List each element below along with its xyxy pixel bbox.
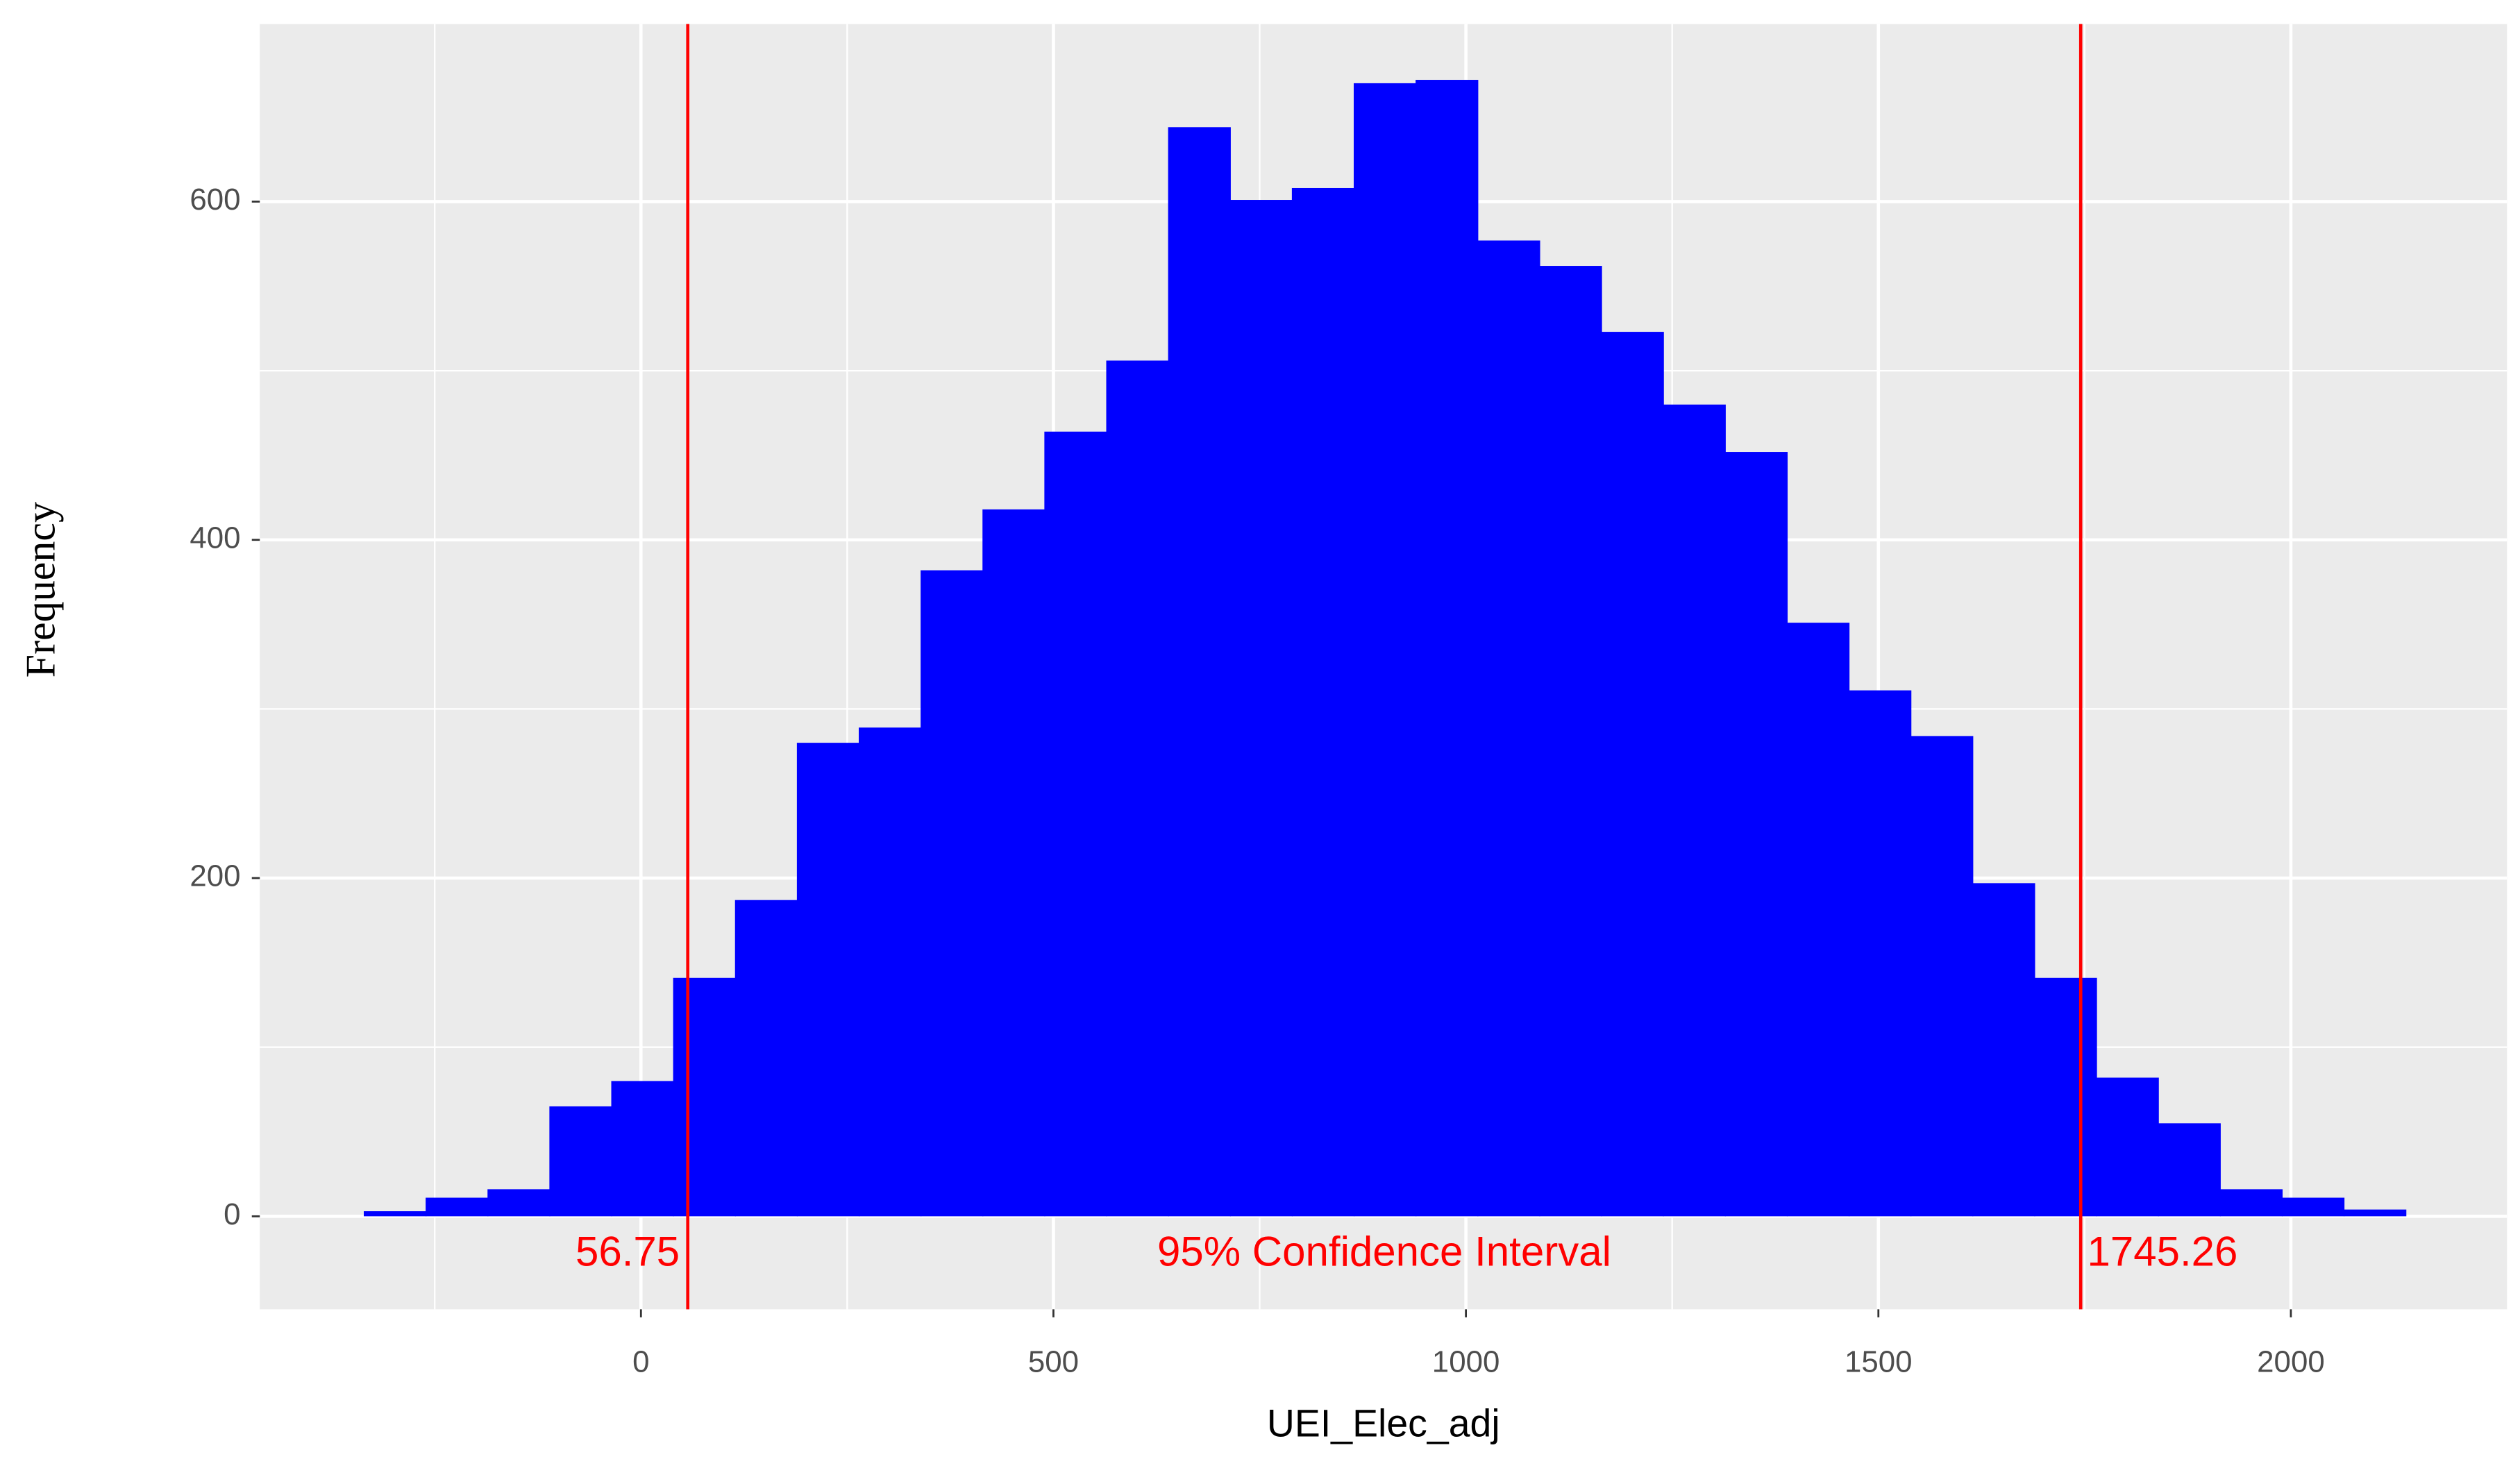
bar: [1168, 127, 1231, 1217]
bar: [859, 727, 922, 1217]
bar: [1229, 200, 1293, 1217]
bar: [2281, 1197, 2345, 1217]
bar: [2034, 977, 2097, 1217]
bar: [1849, 690, 1912, 1217]
bar: [1786, 623, 1850, 1217]
bar: [1106, 360, 1169, 1217]
bar: [1539, 266, 1602, 1217]
x-tick-label: 0: [632, 1344, 649, 1378]
bar: [1910, 736, 1974, 1217]
bar: [2343, 1209, 2407, 1217]
x-tick-label: 500: [1028, 1344, 1079, 1378]
y-axis-title: Frequency: [18, 502, 64, 677]
y-tick-label: 400: [190, 521, 240, 555]
bar: [1477, 240, 1540, 1217]
overlay: 56.75 1745.26 95% Confidence Interval: [576, 24, 2237, 1310]
bar: [673, 977, 736, 1217]
bar: [549, 1106, 612, 1217]
bar: [921, 570, 984, 1217]
bar: [611, 1081, 674, 1217]
bar: [734, 900, 798, 1217]
bars: [364, 80, 2407, 1217]
y-tick-label: 600: [190, 183, 240, 217]
bar: [426, 1197, 489, 1217]
bar: [982, 509, 1045, 1217]
bar: [1044, 431, 1107, 1217]
bar: [487, 1189, 551, 1217]
bar: [1354, 83, 1417, 1217]
x-axis-title: UEI_Elec_adj: [1267, 1402, 1500, 1445]
y-tick-label: 0: [224, 1197, 240, 1231]
x-tick-label: 2000: [2257, 1344, 2325, 1378]
bar: [796, 743, 860, 1217]
bar: [1291, 187, 1355, 1217]
bar: [2096, 1077, 2159, 1217]
confidence-label: 56.75: [576, 1229, 680, 1275]
annotation: 95% Confidence Interval: [1157, 1229, 1611, 1275]
x-tick-label: 1500: [1845, 1344, 1913, 1378]
bar: [1972, 883, 2035, 1217]
bar: [2219, 1189, 2283, 1217]
bar: [1724, 452, 1788, 1217]
bar: [364, 1211, 427, 1217]
bar: [1663, 404, 1726, 1217]
confidence-label: 1745.26: [2087, 1229, 2237, 1275]
bar: [2158, 1123, 2221, 1217]
x-tick-label: 1000: [1432, 1344, 1500, 1378]
y-tick-label: 200: [190, 859, 240, 893]
bar: [1416, 80, 1479, 1217]
bar: [1601, 332, 1664, 1217]
